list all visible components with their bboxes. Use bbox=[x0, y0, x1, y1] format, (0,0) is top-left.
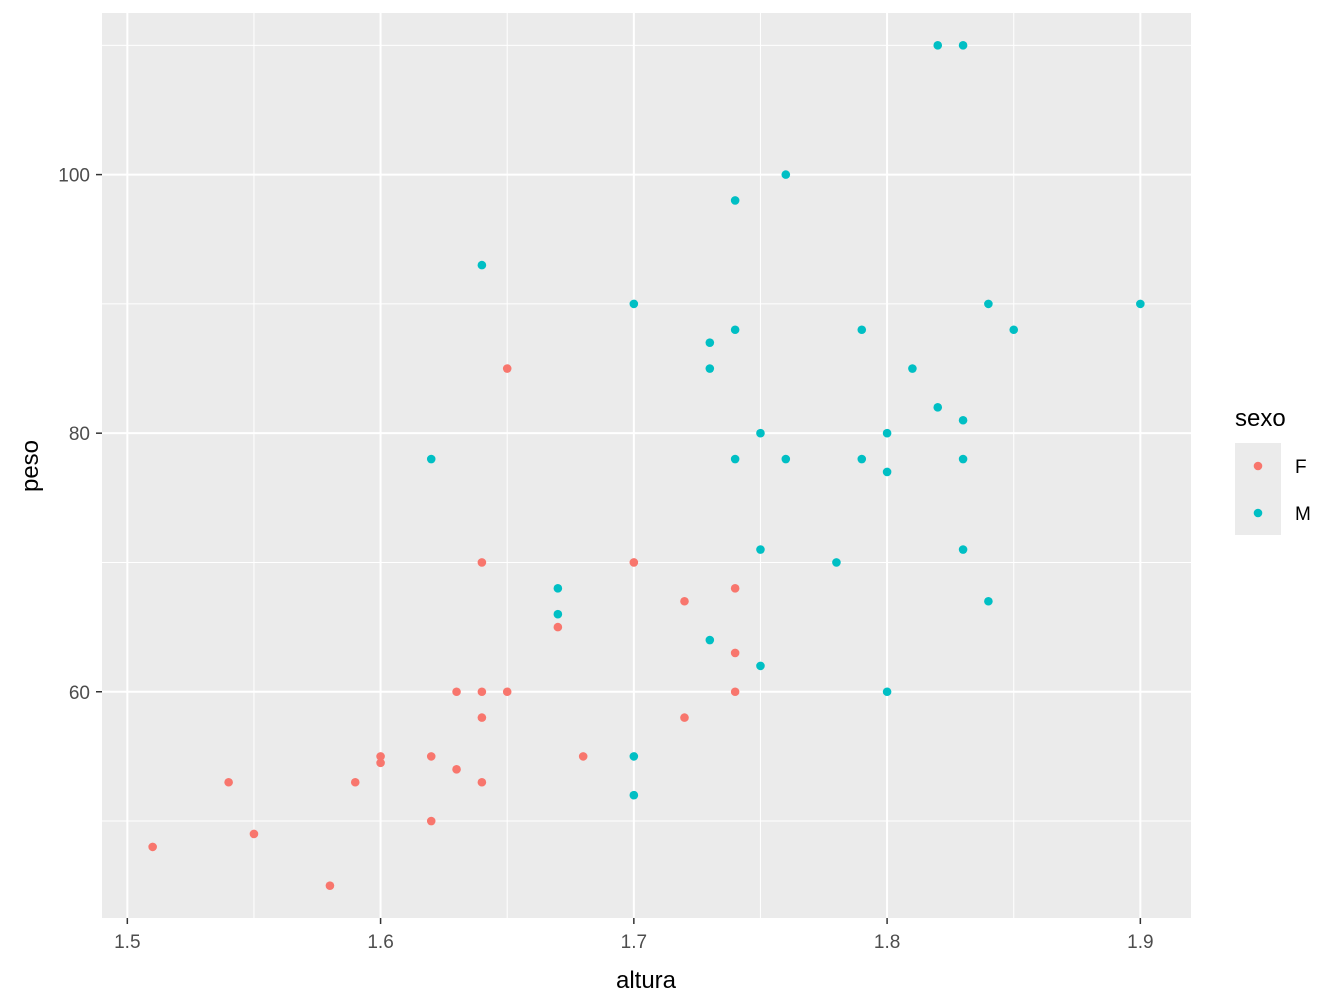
data-point-m bbox=[629, 299, 639, 309]
data-point-m bbox=[933, 41, 943, 50]
data-point-m bbox=[553, 609, 563, 619]
data-point-f bbox=[629, 558, 639, 567]
x-axis-title: altura bbox=[616, 967, 677, 994]
data-point-f bbox=[224, 777, 233, 787]
data-point-m bbox=[882, 467, 892, 477]
x-tick-label: 1.7 bbox=[621, 932, 647, 953]
legend-label-m: M bbox=[1295, 504, 1311, 525]
data-point-m bbox=[933, 403, 943, 412]
data-point-m bbox=[908, 364, 917, 373]
data-point-m bbox=[730, 196, 740, 205]
data-point-f bbox=[502, 687, 512, 697]
data-point-m bbox=[705, 338, 715, 347]
legend-key-m bbox=[1253, 508, 1263, 518]
data-point-m bbox=[958, 454, 968, 464]
data-point-m bbox=[882, 428, 892, 438]
legend-title: sexo bbox=[1235, 405, 1286, 432]
data-point-f bbox=[477, 713, 487, 722]
data-point-m bbox=[756, 428, 765, 438]
data-point-m bbox=[629, 752, 639, 761]
data-point-m bbox=[781, 170, 791, 179]
data-point-m bbox=[1136, 299, 1145, 309]
data-point-m bbox=[1009, 325, 1019, 335]
data-point-m bbox=[984, 596, 993, 606]
data-point-m bbox=[857, 454, 867, 464]
data-point-f bbox=[426, 816, 436, 826]
data-point-f bbox=[477, 687, 487, 697]
data-point-f bbox=[477, 558, 487, 567]
data-point-f bbox=[730, 648, 740, 658]
data-point-m bbox=[984, 299, 993, 309]
data-point-m bbox=[629, 790, 639, 800]
x-tick-label: 1.9 bbox=[1127, 932, 1153, 953]
data-point-m bbox=[882, 687, 892, 697]
data-point-m bbox=[756, 661, 765, 671]
data-point-m bbox=[756, 545, 765, 554]
data-point-f bbox=[148, 842, 157, 852]
data-point-f bbox=[553, 622, 563, 632]
major-gridlines bbox=[102, 13, 1191, 918]
data-point-f bbox=[730, 687, 740, 697]
data-point-f bbox=[376, 758, 385, 768]
x-tick-label: 1.6 bbox=[367, 932, 393, 953]
data-point-m bbox=[958, 41, 968, 50]
data-point-m bbox=[958, 545, 968, 554]
legend-key-f bbox=[1253, 461, 1263, 471]
y-tick-label: 100 bbox=[58, 166, 90, 187]
data-point-m bbox=[730, 454, 740, 464]
data-point-f bbox=[376, 752, 385, 761]
x-tick-label: 1.5 bbox=[114, 932, 140, 953]
data-point-m bbox=[705, 364, 715, 373]
data-point-m bbox=[781, 454, 791, 464]
data-point-m bbox=[426, 454, 436, 464]
data-point-m bbox=[477, 260, 487, 270]
plot-panel bbox=[102, 13, 1191, 918]
data-point-f bbox=[452, 765, 461, 774]
data-point-m bbox=[832, 558, 841, 567]
data-point-f bbox=[730, 584, 740, 593]
data-point-f bbox=[249, 829, 259, 839]
data-point-f bbox=[426, 752, 436, 761]
data-points bbox=[148, 41, 1145, 890]
data-point-f bbox=[680, 596, 689, 606]
x-tick-label: 1.8 bbox=[874, 932, 900, 953]
minor-gridlines bbox=[102, 13, 1191, 918]
data-point-f bbox=[578, 752, 588, 761]
data-point-m bbox=[553, 584, 563, 593]
y-axis-title: peso bbox=[17, 440, 44, 492]
data-point-m bbox=[857, 325, 867, 335]
data-point-m bbox=[705, 635, 715, 645]
y-tick-label: 60 bbox=[69, 683, 90, 704]
data-point-f bbox=[680, 713, 689, 722]
data-point-f bbox=[502, 364, 512, 373]
data-point-f bbox=[350, 777, 360, 787]
y-tick-label: 80 bbox=[69, 424, 90, 445]
data-point-f bbox=[325, 881, 335, 890]
y-axis-ticks: 60 80 100 bbox=[58, 166, 102, 704]
legend-key-background bbox=[1235, 443, 1281, 535]
legend: sexo F M bbox=[1235, 405, 1311, 535]
x-axis-ticks: 1.5 1.6 1.7 1.8 1.9 bbox=[114, 918, 1154, 953]
data-point-m bbox=[730, 325, 740, 335]
data-point-f bbox=[477, 777, 487, 787]
data-point-f bbox=[452, 687, 461, 697]
legend-label-f: F bbox=[1295, 457, 1307, 478]
data-point-m bbox=[958, 415, 968, 425]
